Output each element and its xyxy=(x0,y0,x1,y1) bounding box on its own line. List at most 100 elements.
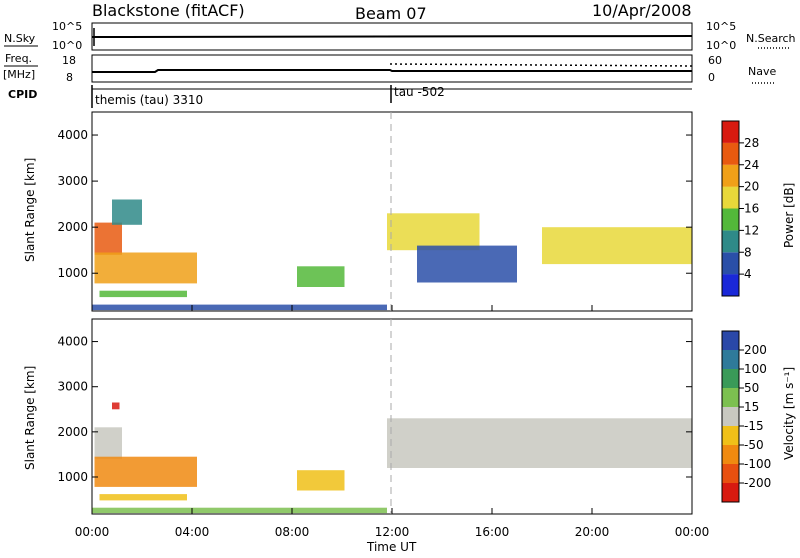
velocity-colorbar-label: Velocity [m s⁻¹] xyxy=(782,367,796,460)
freq-nave-strip: Freq. [MHz] 18 8 60 0 Nave xyxy=(3,52,776,84)
xtick-label-5: 20:00 xyxy=(575,525,610,539)
velocity-y-axis: 1000 2000 3000 4000 xyxy=(57,335,692,484)
nave-trace xyxy=(389,63,693,67)
power-colorbar-label-4: 20 xyxy=(744,180,759,194)
power-colorbar-swatch-7 xyxy=(722,121,739,143)
power-echo-region-5 xyxy=(297,266,345,287)
freq-tick-top: 18 xyxy=(62,54,76,67)
power-panel: 1000 2000 3000 4000 Slant Range [km] xyxy=(23,111,693,312)
power-colorbar-label-6: 28 xyxy=(744,136,759,150)
station-title: Blackstone (fitACF) xyxy=(92,1,245,20)
cpid-label: CPID xyxy=(8,88,37,101)
xtick-label-3: 12:00 xyxy=(375,525,410,539)
power-colorbar-swatch-6 xyxy=(722,142,739,165)
velocity-colorbar-label-4: -15 xyxy=(744,419,764,433)
velocity-ytick-label-3: 4000 xyxy=(57,335,88,349)
power-y-axis: 1000 2000 3000 4000 xyxy=(57,128,692,280)
velocity-echo-region-4 xyxy=(92,507,387,514)
velocity-colorbar-label-5: -50 xyxy=(744,438,764,452)
nsearch-tick-top: 10^5 xyxy=(706,20,736,33)
velocity-colorbar-swatch-1 xyxy=(722,350,739,369)
power-colorbar-label-3: 16 xyxy=(744,202,759,216)
freq-label: Freq. xyxy=(5,52,32,65)
nsky-trace xyxy=(91,35,693,38)
power-echo-region-6 xyxy=(387,213,480,251)
power-colorbar-swatch-1 xyxy=(722,252,739,275)
velocity-echo-region-2 xyxy=(99,494,187,501)
power-colorbar-label-2: 12 xyxy=(744,223,759,237)
velocity-colorbar-label-7: -200 xyxy=(744,476,771,490)
power-colorbar-label-1: 8 xyxy=(744,245,752,259)
velocity-ylabel: Slant Range [km] xyxy=(23,366,37,470)
nsky-tick-bottom: 10^0 xyxy=(52,39,82,52)
velocity-colorbar-swatch-3 xyxy=(722,388,739,407)
power-colorbar: 4 8 12 16 20 24 28 Power [dB] xyxy=(721,120,796,297)
velocity-echo-region-0 xyxy=(94,427,122,459)
power-echo-region-4 xyxy=(92,304,387,311)
velocity-echo-region-3 xyxy=(112,402,120,410)
power-echo-region-3 xyxy=(112,199,142,225)
nave-label: Nave xyxy=(748,65,776,78)
power-echo-region-7 xyxy=(417,245,517,283)
nave-tick-top: 60 xyxy=(708,54,722,67)
velocity-echo-region-6 xyxy=(387,418,692,468)
freq-tick-bottom: 8 xyxy=(66,71,73,84)
velocity-colorbar-swatch-5 xyxy=(722,426,739,445)
velocity-colorbar-label-1: 100 xyxy=(744,362,767,376)
power-echo-layer xyxy=(92,199,692,311)
velocity-colorbar-frame xyxy=(721,330,740,503)
power-ytick-label-0: 1000 xyxy=(57,266,88,280)
time-axis: 00:00 04:00 08:00 12:00 16:00 20:00 00:00 xyxy=(75,305,710,539)
power-ytick-label-1: 2000 xyxy=(57,220,88,234)
velocity-colorbar-swatch-7 xyxy=(722,464,739,483)
xtick-label-1: 04:00 xyxy=(175,525,210,539)
nave-tick-bottom: 0 xyxy=(708,71,715,84)
velocity-echo-region-5 xyxy=(297,470,345,491)
velocity-colorbar-swatch-6 xyxy=(722,445,739,464)
power-echo-region-2 xyxy=(99,290,187,298)
power-colorbar-swatch-4 xyxy=(722,186,739,209)
freq-unit: [MHz] xyxy=(3,68,35,81)
nsky-tick-top: 10^5 xyxy=(52,20,82,33)
velocity-ytick-label-2: 3000 xyxy=(57,380,88,394)
power-echo-region-0 xyxy=(94,222,122,255)
xtick-label-2: 08:00 xyxy=(275,525,310,539)
velocity-colorbar-label-6: -100 xyxy=(744,457,771,471)
xtick-label-4: 16:00 xyxy=(475,525,510,539)
power-echo-region-8 xyxy=(542,227,692,265)
xtick-label-6: 00:00 xyxy=(675,525,710,539)
beam-title: Beam 07 xyxy=(355,4,427,23)
power-colorbar-label: Power [dB] xyxy=(782,183,796,248)
cpid-segment-2: tau -502 xyxy=(394,85,445,99)
velocity-echo-layer xyxy=(92,402,692,514)
freq-frame xyxy=(91,54,693,83)
velocity-ytick-label-1: 2000 xyxy=(57,425,88,439)
xaxis-label: Time UT xyxy=(366,540,417,554)
velocity-colorbar-swatch-8 xyxy=(722,483,739,502)
power-colorbar-swatch-3 xyxy=(722,208,739,231)
power-colorbar-swatch-0 xyxy=(722,274,739,296)
nsky-strip: N.Sky 10^5 10^0 10^5 10^0 N.Search xyxy=(4,20,796,52)
velocity-colorbar: 200 100 50 15 -15 -50 -100 -200 Velocity [m s⁻¹… xyxy=(721,330,796,503)
xtick-label-0: 00:00 xyxy=(75,525,110,539)
nsearch-tick-bottom: 10^0 xyxy=(706,39,736,52)
nsky-label: N.Sky xyxy=(4,32,36,45)
power-colorbar-label-0: 4 xyxy=(744,267,752,281)
power-ylabel: Slant Range [km] xyxy=(23,158,37,262)
power-echo-region-1 xyxy=(94,252,197,284)
power-colorbar-label-5: 24 xyxy=(744,158,759,172)
date-title: 10/Apr/2008 xyxy=(592,1,692,20)
velocity-colorbar-swatch-0 xyxy=(722,331,739,350)
velocity-echo-region-1 xyxy=(94,456,197,487)
velocity-colorbar-label-3: 15 xyxy=(744,400,759,414)
velocity-colorbar-swatch-2 xyxy=(722,369,739,388)
power-colorbar-swatch-2 xyxy=(722,230,739,253)
velocity-colorbar-swatch-4 xyxy=(722,407,739,426)
cpid-strip: CPID themis (tau) 3310 tau -502 xyxy=(8,85,692,108)
power-ytick-label-2: 3000 xyxy=(57,174,88,188)
velocity-colorbar-label-2: 50 xyxy=(744,381,759,395)
freq-trace xyxy=(92,69,692,73)
cpid-segment-1: themis (tau) 3310 xyxy=(95,93,203,107)
